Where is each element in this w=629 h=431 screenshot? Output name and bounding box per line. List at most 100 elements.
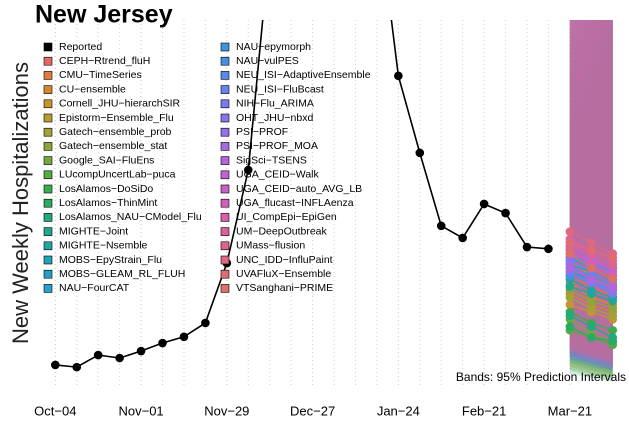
data-point (479, 199, 489, 209)
legend-swatch (43, 227, 53, 236)
prediction-band (569, 20, 613, 367)
legend-swatch (220, 142, 230, 151)
data-point (243, 165, 253, 175)
legend-label: Epistorm−Ensemble_Flu (59, 112, 174, 124)
legend-swatch (43, 255, 53, 265)
legend-label: LosAlamos_NAU−CModel_Flu (59, 211, 202, 223)
prediction-band (569, 20, 613, 382)
x-tick-label: Nov−01 (118, 403, 163, 418)
legend: Reported CEPH−Rtrend_fluH CMU−TimeSeries CU… (43, 41, 371, 294)
data-point (522, 242, 532, 252)
prediction-band (569, 20, 613, 367)
legend-label: Gatech−ensemble_prob (59, 126, 172, 138)
legend-label: LUcompUncertLab−puca (59, 169, 176, 181)
data-point (565, 282, 575, 291)
legend-swatch (220, 184, 230, 194)
legend-label: CU−ensemble (59, 83, 126, 95)
x-tick-label: Dec−27 (290, 403, 335, 418)
legend-swatch (220, 255, 230, 265)
legend-swatch (220, 241, 230, 251)
legend-swatch (43, 269, 53, 279)
legend-label: SigSci−TSENS (236, 154, 307, 166)
legend-swatch (220, 56, 230, 66)
data-point (158, 338, 167, 348)
legend-swatch (43, 71, 53, 80)
legend-label: NAU−vulPES (236, 55, 299, 67)
data-point (458, 233, 467, 243)
data-point (587, 296, 596, 306)
data-point (565, 238, 575, 247)
legend-label: UM−DeepOutbreak (236, 225, 328, 237)
data-point (115, 353, 124, 363)
data-point (201, 318, 210, 328)
legend-label: MOBS−EpyStrain_Flu (59, 254, 162, 266)
legend-label: CMU−TimeSeries (59, 69, 142, 81)
x-tick-label: Nov−29 (204, 403, 249, 418)
prediction-band (569, 20, 613, 360)
prediction-band (569, 20, 613, 375)
data-point (608, 282, 618, 291)
data-point (587, 285, 596, 295)
legend-swatch (43, 156, 53, 165)
legend-swatch (43, 85, 53, 94)
legend-swatch (220, 42, 230, 52)
data-point (608, 260, 618, 269)
data-point (565, 227, 575, 236)
prediction-band (569, 20, 613, 367)
legend-swatch (43, 99, 53, 109)
data-point (565, 249, 575, 258)
legend-swatch (43, 42, 53, 52)
legend-label: LosAlamos−DoSiDo (59, 183, 153, 195)
legend-label: NAU−epymorph (236, 41, 311, 53)
legend-label: LosAlamos−ThinMint (59, 197, 157, 209)
x-tick-label: Mar−21 (548, 403, 592, 418)
data-point (608, 311, 618, 320)
data-point (565, 322, 575, 331)
legend-label: MIGHTE−Nsemble (59, 240, 148, 252)
data-point (608, 274, 618, 284)
legend-label: UVAFluX−Ensemble (236, 268, 331, 280)
legend-swatch (43, 284, 53, 293)
legend-label: UMass−flusion (236, 240, 305, 252)
data-point (51, 360, 60, 370)
data-point (587, 304, 596, 313)
data-point (587, 322, 596, 331)
data-point (608, 325, 618, 335)
x-tick-label: Jan−24 (377, 403, 420, 418)
legend-label: Cornell_JHU−hierarchSIR (59, 98, 181, 110)
data-point (394, 71, 403, 81)
data-point (565, 263, 575, 273)
legend-swatch (220, 99, 230, 109)
prediction-band (569, 20, 613, 360)
prediction-band (569, 20, 613, 375)
data-point (93, 350, 103, 360)
legend-swatch (220, 269, 230, 279)
legend-swatch (220, 284, 230, 293)
legend-label: NAU−FourCAT (59, 282, 130, 294)
legend-label: UGA_flucast−INFLAenza (236, 197, 354, 209)
chart-title: New Jersey (35, 1, 173, 29)
prediction-band (569, 20, 613, 382)
legend-swatch (43, 184, 53, 194)
data-point (587, 245, 596, 255)
prediction-band (569, 20, 613, 367)
annotation: Bands: 95% Prediction Intervals (456, 370, 626, 384)
prediction-band (569, 20, 613, 367)
legend-swatch (43, 198, 53, 208)
data-point (415, 148, 425, 158)
legend-swatch (43, 113, 53, 123)
legend-swatch (220, 85, 230, 94)
data-point (544, 244, 553, 254)
prediction-band (569, 20, 613, 367)
legend-label: PSI−PROF (236, 126, 288, 138)
prediction-band (569, 20, 613, 382)
legend-swatch (43, 127, 53, 137)
prediction-band (569, 20, 613, 375)
legend-swatch (43, 241, 53, 251)
data-point (565, 311, 575, 320)
prediction-band (569, 20, 613, 375)
data-point (136, 346, 146, 356)
data-point (501, 208, 510, 218)
legend-swatch (220, 127, 230, 137)
